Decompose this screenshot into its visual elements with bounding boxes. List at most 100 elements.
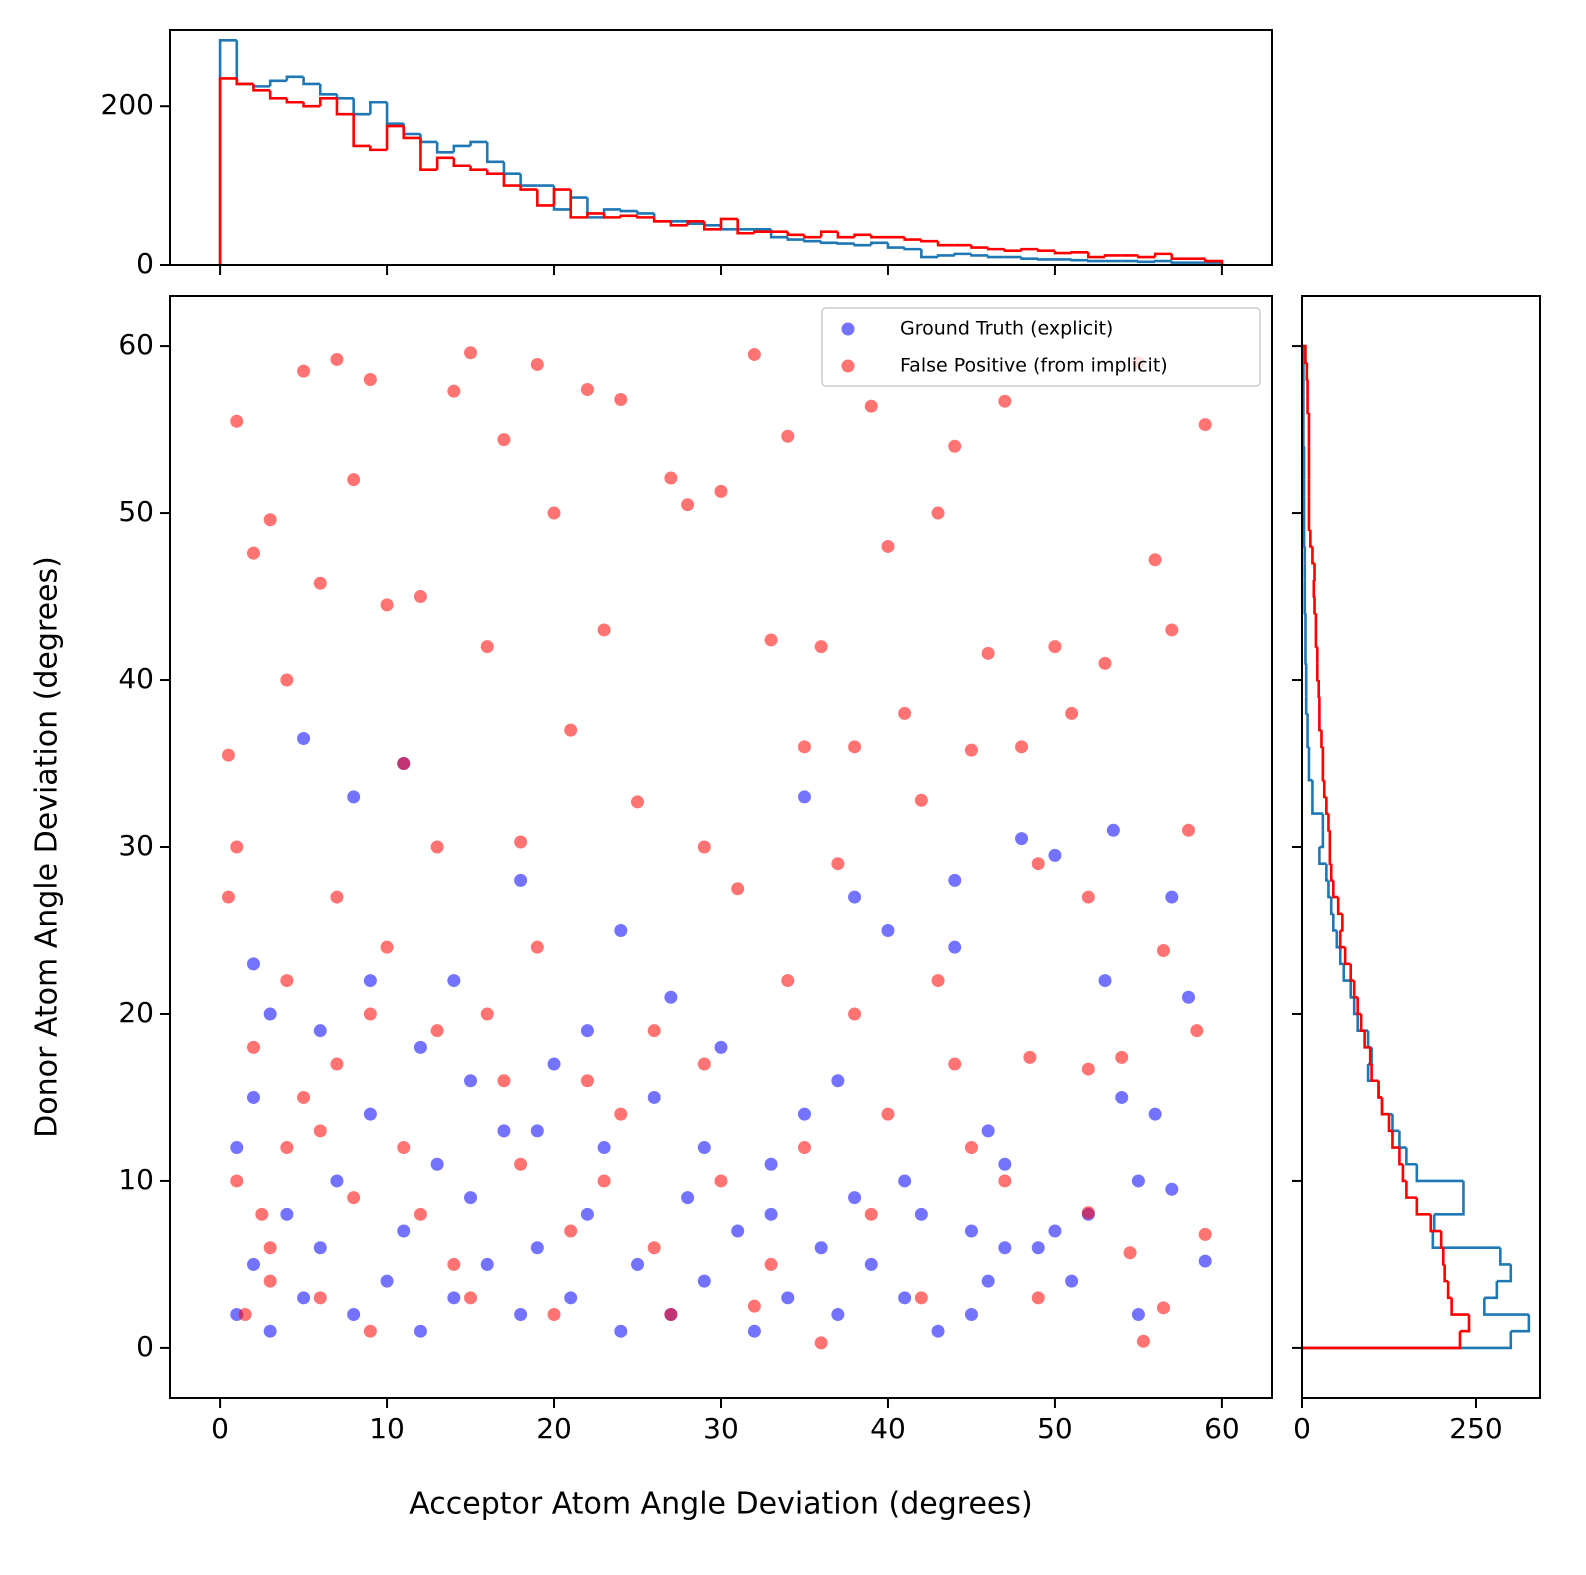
scatter-point [664,990,678,1004]
scatter-point [430,1024,444,1038]
hist-bin [1087,252,1106,259]
hist-bin [1342,963,1351,982]
hist-bin [1338,930,1346,949]
scatter-point [814,1336,828,1350]
scatter-point [747,1324,761,1338]
hist-bin [920,239,939,243]
scatter-point [948,940,962,954]
hist-bin [452,144,471,153]
hist-bin [1036,258,1055,261]
scatter-point [497,433,511,447]
scatter-point [413,1324,427,1338]
scatter-point [347,1308,361,1322]
hist-bin [1356,997,1362,1016]
hist-bin [1343,947,1351,966]
scatter-point [530,1241,544,1255]
hist-bin [1415,1164,1464,1183]
scatter-point [1198,418,1212,432]
hist-bin [1313,596,1316,615]
scatter-point [881,923,895,937]
hist-bin [886,242,905,249]
scatter-point [280,1207,294,1221]
hist-bin [1304,646,1307,665]
scatter-point [747,347,761,361]
scatter-point [514,873,528,887]
scatter-point [1136,1334,1150,1348]
hist-bin [1459,1314,1471,1333]
scatter-point [1115,1050,1129,1064]
hist-bin [1137,255,1156,259]
scatter-point [514,1157,528,1171]
scatter-point [898,1174,912,1188]
scatter-point [631,1257,645,1271]
scatter-point [221,890,235,904]
hist-bin [920,249,939,259]
scatter-point [848,740,862,754]
scatter-point [797,1141,811,1155]
hist-bin [1311,546,1315,565]
x-tick-label: 20 [536,1412,572,1445]
scatter-point [313,1291,327,1305]
scatter-point [998,1241,1012,1255]
hist-bin [1368,1047,1372,1066]
hist-bin [1316,663,1319,682]
hist-bin [736,218,755,235]
hist-bin [1070,258,1089,262]
hist-bin [1302,1331,1462,1350]
hist-bin [636,215,655,219]
y-axis-label: Donor Atom Angle Deviation (degrees) [30,556,65,1138]
scatter-point [1081,890,1095,904]
x-tick-label: 0 [211,1412,229,1445]
scatter-point [1190,1024,1204,1038]
scatter-point [464,1191,478,1205]
scatter-point [221,748,235,762]
scatter-point [480,1257,494,1271]
x-tick-label: 60 [1204,1412,1240,1445]
scatter-point [464,1291,478,1305]
hist-bin [1349,963,1355,982]
scatter-point [898,706,912,720]
hist-bin [1391,1130,1400,1149]
scatter-point [864,1257,878,1271]
scatter-point [881,1107,895,1121]
scatter-point [981,1124,995,1138]
scatter-point [297,364,311,378]
scatter-point [647,1024,661,1038]
hist-bin [1338,947,1344,966]
scatter-point [864,1207,878,1221]
scatter-point [664,471,678,485]
hist-bin [1370,1064,1379,1083]
scatter-point [1031,1291,1045,1305]
scatter-point [1081,1206,1095,1220]
x-tick-label: 40 [870,1412,906,1445]
hist-bin [1319,830,1325,849]
scatter-point [347,1191,361,1205]
axes-frame [169,295,1273,1399]
legend-box [821,307,1261,387]
hist-bin [1307,763,1313,782]
scatter-point [1015,832,1029,846]
hist-bin [485,169,504,175]
scatter-point [363,1107,377,1121]
scatter-point [831,857,845,871]
scatter-point [914,1291,928,1305]
hist-bin [1053,250,1072,255]
hist-bin [536,189,555,207]
scatter-point [797,1107,811,1121]
hist-bin [285,98,304,104]
hist-bin [786,231,805,237]
scatter-point [464,346,478,360]
scatter-point [430,1157,444,1171]
scatter-point [781,429,795,443]
scatter-point [964,1308,978,1322]
y-tick-label: 20 [118,996,154,1029]
scatter-point [931,506,945,520]
scatter-point [514,835,528,849]
hist-bin [1312,579,1316,598]
hist-bin [1329,897,1334,916]
scatter-point [948,439,962,453]
scatter-point [914,1207,928,1221]
hist-bin [636,211,655,215]
hist-bin [1320,730,1323,749]
